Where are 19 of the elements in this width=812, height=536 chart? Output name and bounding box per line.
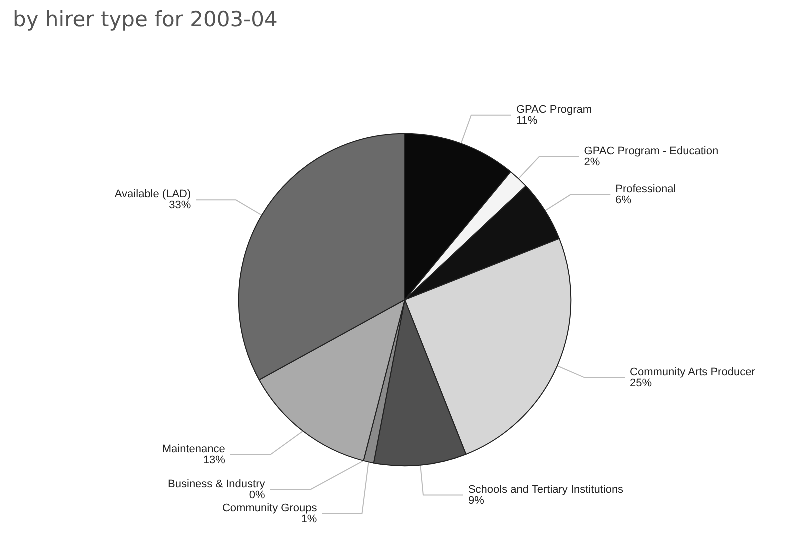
data-label: 2% [584, 156, 600, 169]
slice-label: Schools and Tertiary Institutions [468, 484, 624, 496]
data-label: 25% [630, 377, 652, 390]
data-label: 9% [468, 494, 485, 507]
slice-label: Maintenance [162, 443, 226, 456]
slice-label: Community Arts Producer [630, 366, 756, 378]
slice-label: Community Groups [222, 502, 318, 514]
slice-label: Professional [616, 183, 676, 196]
slice-label: Available (LAD) [114, 188, 192, 201]
chart-title: by hirer type for 2003-04 [13, 8, 278, 32]
slice-label: GPAC Program [516, 104, 592, 116]
data-label: 6% [616, 194, 632, 206]
slice-label: GPAC Program - Education [584, 146, 719, 158]
category-label: Business & Industry [168, 478, 266, 490]
data-label: 33% [169, 200, 192, 212]
data-label: 1% [301, 513, 318, 526]
text: 0% [249, 489, 266, 502]
data-label: 11% [516, 114, 538, 127]
data-label: 13% [203, 454, 226, 466]
